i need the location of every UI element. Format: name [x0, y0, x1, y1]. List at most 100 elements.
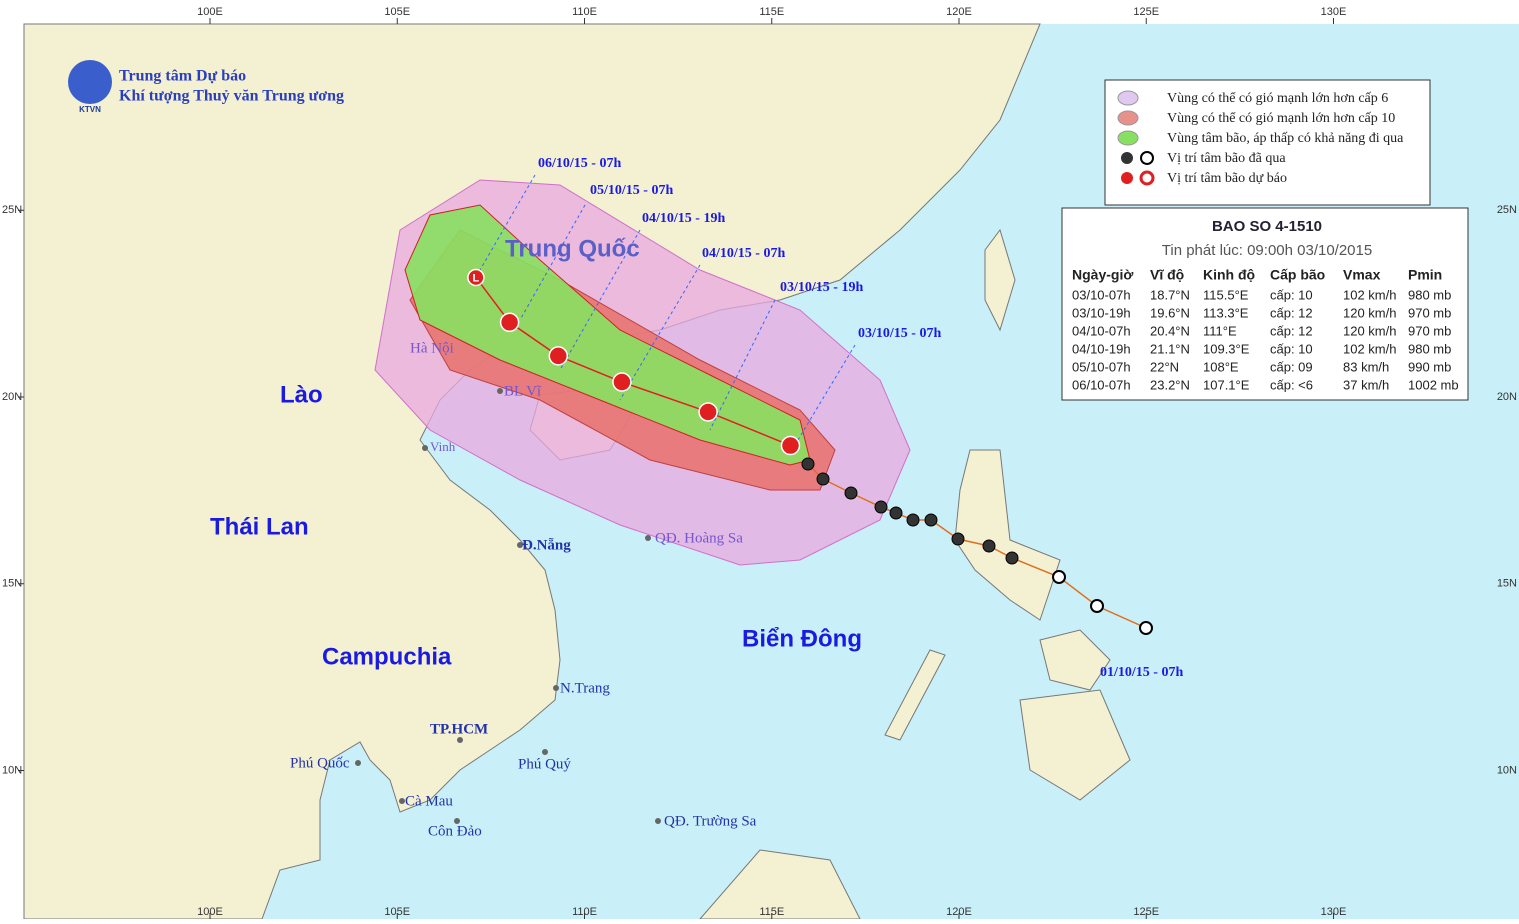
cone-center: [404, 204, 811, 466]
table-cell: 108°E: [1203, 359, 1239, 374]
info-table: Ngày-giờ Vĩ độ Kinh độ Cấp bão Vmax Pmin 03/10…: [1072, 267, 1459, 393]
lon-tick-label: 110E: [572, 906, 597, 918]
past-depressions: [1052, 570, 1153, 635]
table-cell: 980 mb: [1408, 341, 1451, 356]
legend-label: Vùng tâm bão, áp thấp có khả năng đi qua: [1167, 131, 1404, 146]
mindanao: [1019, 689, 1131, 801]
city-dot: [457, 737, 463, 743]
forecast-position: [499, 312, 520, 333]
place-label: Trung Quốc: [505, 235, 640, 262]
place-label: Lào: [280, 381, 323, 408]
time-line: [794, 344, 856, 446]
past-depression: [1052, 570, 1066, 584]
city-dot: [399, 798, 405, 804]
place-label: TP.HCM: [430, 721, 488, 737]
table-cell: cấp: 10: [1270, 341, 1313, 356]
city-dot: [645, 535, 651, 541]
lat-tick-label: 10N: [1497, 764, 1517, 776]
past-storm: [889, 506, 903, 520]
lon-tick-label: 120E: [946, 906, 972, 918]
legend-label: Vị trí tâm bão dự báo: [1167, 171, 1287, 186]
lat-tick-label: 25N: [1497, 204, 1517, 216]
table-cell: 102 km/h: [1343, 287, 1396, 302]
place-label: Biển Đông: [742, 625, 862, 652]
city-dot: [542, 749, 548, 755]
org-name: Khí tượng Thuỷ văn Trung ương: [119, 88, 344, 105]
logo: KTVN: [68, 60, 112, 114]
legend: Vùng có thể có gió mạnh lớn hơn cấp 6 Vù…: [1104, 79, 1431, 206]
time-line: [479, 174, 536, 271]
place-label: N.Trang: [560, 680, 610, 696]
table-cell: 21.1°N: [1150, 341, 1190, 356]
lon-tick-label: 105E: [384, 6, 410, 18]
logo-icon: [68, 60, 112, 104]
city-dot: [422, 445, 428, 451]
legend-box: [1104, 79, 1431, 206]
table-cell: 970 mb: [1408, 323, 1451, 338]
past-storm: [874, 500, 888, 514]
legend-label: Vị trí tâm bão đã qua: [1167, 151, 1286, 166]
place-label: QĐ. Hoàng Sa: [655, 530, 743, 546]
table-cell: cấp: <6: [1270, 377, 1313, 392]
info-box: [1061, 207, 1469, 401]
city-dot: [355, 760, 361, 766]
table-cell: 120 km/h: [1343, 305, 1396, 320]
forecast-time-label: 04/10/15 - 19h: [642, 211, 725, 226]
forecast-position: [612, 372, 632, 392]
past-storm: [801, 457, 815, 471]
legend-swatch: [1117, 110, 1139, 126]
past-storm: [906, 513, 920, 527]
table-cell: 111°E: [1203, 323, 1237, 338]
table-cell: 83 km/h: [1343, 359, 1389, 374]
cities: [355, 388, 661, 824]
forecast-position: [467, 268, 485, 287]
luzon: [954, 449, 1061, 621]
table-cell: 970 mb: [1408, 305, 1451, 320]
place-label: Phú Quý: [518, 756, 571, 772]
forecast-time-label: 04/10/15 - 07h: [702, 246, 785, 261]
table-cell: 37 km/h: [1343, 377, 1389, 392]
forecast-position: [548, 346, 569, 366]
table-cell: 03/10-07h: [1072, 287, 1131, 302]
lon-tick-label: 115E: [759, 906, 784, 918]
table-cell: cấp: 10: [1270, 287, 1313, 302]
legend-swatch: [1121, 172, 1133, 184]
legend-swatch: [1117, 130, 1139, 146]
logo-text: KTVN: [79, 105, 101, 114]
city-dot: [454, 818, 460, 824]
lon-tick-label: 100E: [197, 906, 223, 918]
table-cell: 04/10-19h: [1072, 341, 1131, 356]
past-depression: [1090, 599, 1104, 613]
city-dot: [553, 685, 559, 691]
lat-tick-label: 15N: [1497, 578, 1517, 590]
lon-tick-label: 125E: [1133, 6, 1159, 18]
city-dot: [517, 542, 523, 548]
place-label: Côn Đảo: [428, 823, 482, 839]
past-storm: [844, 486, 858, 500]
place-label: BL Vĩ: [504, 383, 542, 399]
time-line: [619, 264, 701, 401]
lat-tick-label: 15N: [2, 578, 22, 590]
table-cell: 1002 mb: [1408, 377, 1459, 392]
forecast-position: [780, 435, 801, 456]
past-positions: [801, 457, 1019, 565]
table-cell: 20.4°N: [1150, 323, 1190, 338]
table-cell: 03/10-19h: [1072, 305, 1131, 320]
forecast-time-label: 05/10/15 - 07h: [590, 183, 673, 198]
table-cell: 102 km/h: [1343, 341, 1396, 356]
table-cell: 115.5°E: [1203, 287, 1249, 302]
place-label: Thái Lan: [210, 513, 309, 540]
lat-tick-label: 20N: [1497, 391, 1517, 403]
lon-tick-label: 125E: [1133, 906, 1159, 918]
place-label: Campuchia: [322, 643, 452, 670]
info-title: BAO SO 4-1510: [1212, 218, 1322, 235]
low-symbol: L: [473, 272, 480, 284]
table-header: Cấp bão: [1270, 267, 1325, 283]
table-cell: 980 mb: [1408, 287, 1451, 302]
city-dot: [497, 388, 503, 394]
place-label: Hà Nội: [410, 340, 454, 356]
lat-tick-label: 10N: [2, 764, 22, 776]
axes: 100E 100E 105E 105E 110E 110E 115E 115E 120E 120E…: [2, 6, 1517, 919]
